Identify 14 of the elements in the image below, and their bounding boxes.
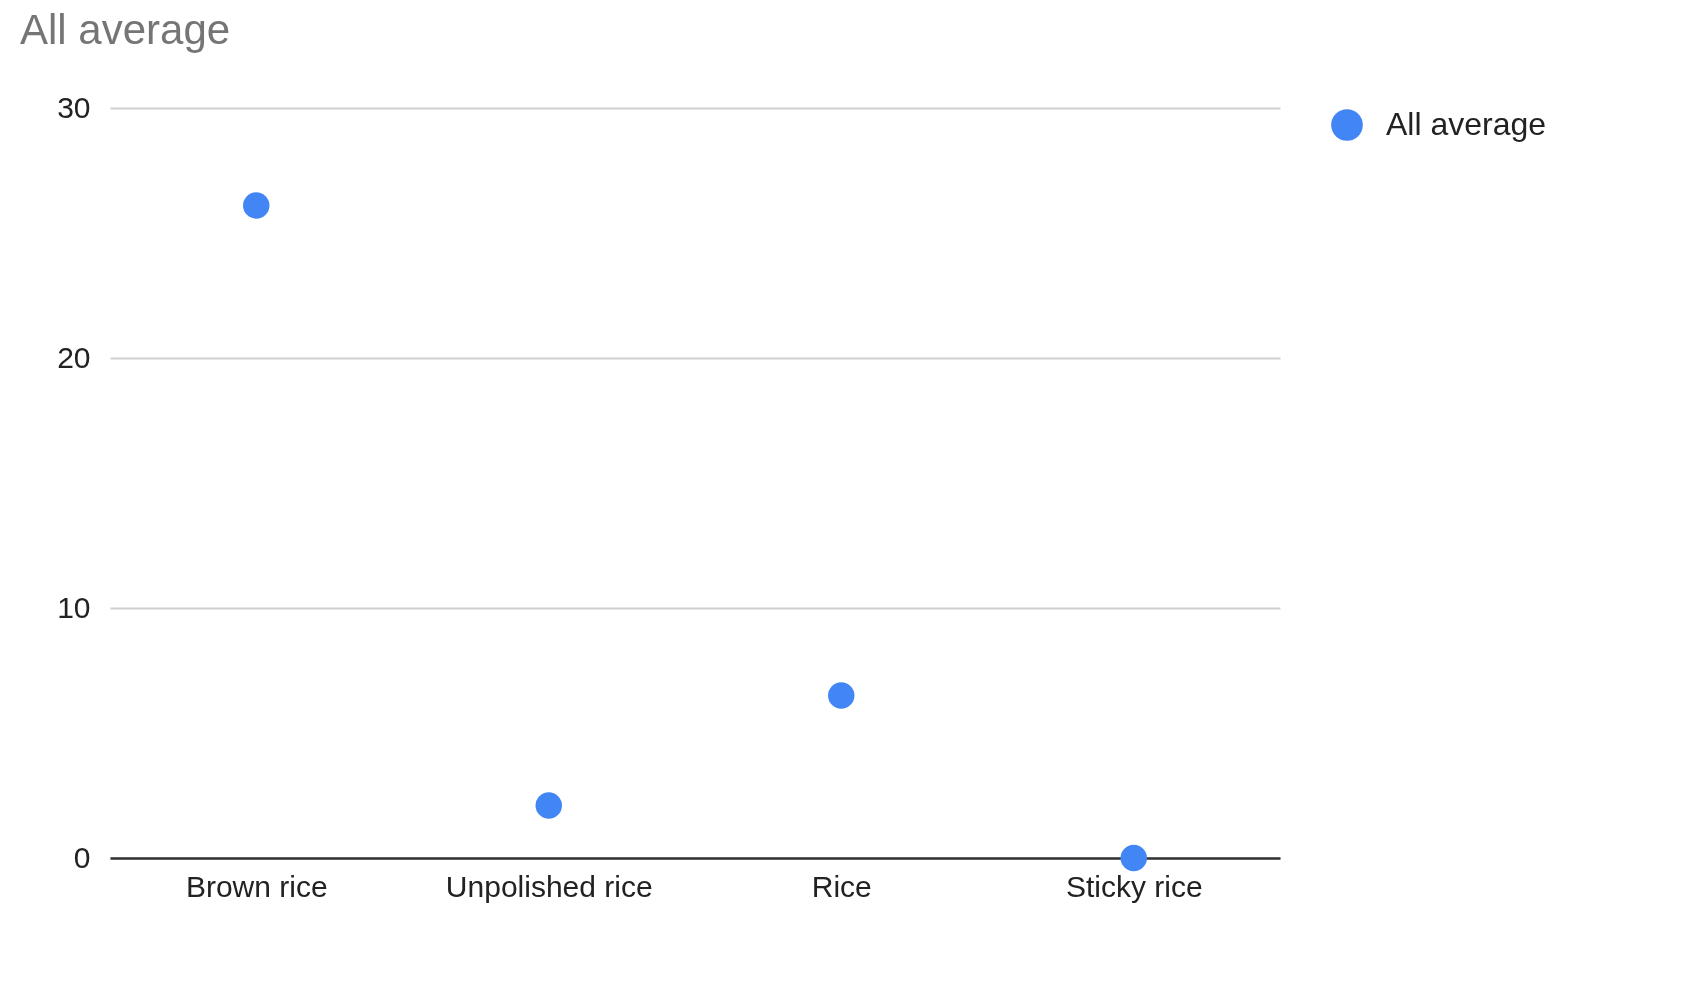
y-tick-label: 30 — [57, 90, 91, 124]
x-tick-label: Sticky rice — [1065, 869, 1203, 903]
y-tick-label: 0 — [73, 840, 91, 874]
x-tick-label: Unpolished rice — [445, 869, 653, 903]
y-tick-label: 20 — [57, 340, 91, 374]
x-tick-label: Rice — [811, 869, 872, 903]
point — [243, 192, 270, 219]
legend-label: All average — [1386, 106, 1547, 142]
chart-title: All average — [20, 6, 231, 53]
x-tick-label: Brown rice — [185, 869, 328, 903]
point — [828, 682, 855, 709]
point — [1120, 844, 1147, 872]
y-tick-label: 10 — [57, 590, 91, 624]
point — [535, 792, 562, 819]
